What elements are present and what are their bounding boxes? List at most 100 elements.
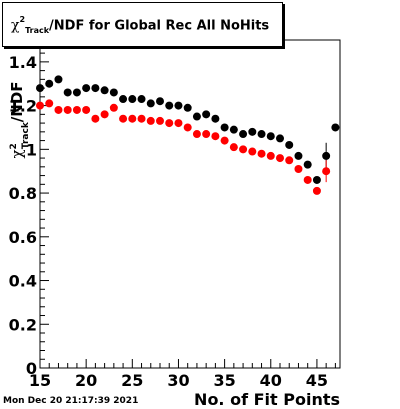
x-tick-label: 20 [75, 371, 97, 390]
data-point [312, 175, 321, 184]
y-tick-label: 1.2 [9, 97, 37, 116]
data-point [220, 123, 229, 132]
title-box: χ2Track/NDF for Global Rec All NoHits [2, 2, 283, 47]
data-point [165, 119, 174, 128]
data-point [82, 84, 91, 93]
x-axis-label: No. of Fit Points [194, 390, 340, 409]
data-point [128, 95, 137, 104]
data-point [100, 86, 109, 95]
data-point [303, 175, 312, 184]
footer-timestamp: Mon Dec 20 21:17:39 2021 [3, 396, 139, 406]
x-axis-ticks: 15 20 25 30 35 40 45 [29, 359, 336, 390]
data-point [331, 123, 340, 132]
data-point [119, 114, 128, 123]
y-axis-label-chi: χ [8, 149, 26, 158]
data-point [192, 130, 201, 139]
y-axis-label-rest: /NDF [8, 81, 26, 122]
data-point [257, 149, 266, 158]
data-point [229, 143, 238, 152]
data-point [285, 140, 294, 149]
data-point [63, 105, 72, 114]
y-tick-label: 1 [26, 140, 37, 159]
data-point [156, 116, 164, 125]
data-point [128, 114, 137, 123]
y-axis-ticks: 0 0.2 0.4 0.6 0.8 1 1.2 1.4 [9, 43, 49, 378]
data-point [82, 105, 91, 114]
data-point [156, 97, 164, 106]
data-point [63, 88, 72, 97]
y-tick-label: 1.4 [9, 53, 37, 72]
data-point [294, 151, 303, 160]
data-point [109, 103, 118, 112]
y-axis-label-sub: Track [21, 121, 31, 149]
data-point [248, 147, 257, 156]
data-point [248, 127, 257, 136]
y-tick-label: 0 [26, 359, 37, 378]
data-point [266, 132, 275, 141]
data-point [72, 88, 81, 97]
data-point [303, 160, 312, 169]
data-point [146, 116, 155, 125]
data-point [229, 125, 238, 134]
data-point [322, 167, 331, 176]
data-point [266, 151, 275, 160]
data-point [202, 130, 211, 139]
data-point [100, 110, 109, 119]
data-point [220, 136, 229, 145]
y-tick-label: 0.6 [9, 228, 37, 247]
data-point [192, 112, 201, 121]
y-axis-label: χ2 Track/NDF [8, 81, 31, 158]
data-point [54, 75, 63, 84]
data-point [137, 114, 146, 123]
data-point [174, 101, 183, 110]
data-point [91, 84, 100, 93]
svg-text:χ2Track/NDF: χ2 Track/NDF [8, 81, 31, 158]
data-point [294, 165, 303, 174]
data-point [202, 110, 211, 119]
data-point [109, 88, 118, 97]
title-sup: 2 [19, 15, 26, 24]
data-point [312, 186, 321, 195]
y-axis-label-sup: 2 [9, 143, 19, 149]
data-point [257, 130, 266, 139]
x-tick-label: 40 [260, 371, 282, 390]
data-point [36, 101, 44, 110]
data-point [239, 130, 248, 139]
data-point [45, 99, 54, 108]
series-red [36, 99, 331, 195]
data-point [137, 95, 146, 104]
data-point [146, 99, 155, 108]
data-point [91, 114, 100, 123]
title-suffix: /NDF for Global Rec All NoHits [49, 18, 270, 34]
data-points [36, 75, 340, 195]
y-tick-label: 0.4 [9, 272, 37, 291]
y-tick-label: 0.8 [9, 184, 37, 203]
series-black [36, 75, 340, 184]
x-tick-label: 35 [213, 371, 235, 390]
x-tick-label: 15 [29, 371, 51, 390]
data-point [165, 101, 174, 110]
data-point [276, 154, 284, 163]
data-point [72, 105, 81, 114]
chart-title: χ2Track/NDF for Global Rec All NoHits [11, 15, 270, 35]
x-tick-label: 45 [306, 371, 328, 390]
data-point [36, 84, 44, 93]
data-point [54, 105, 63, 114]
y-tick-label: 0.2 [9, 315, 37, 334]
title-chi: χ [11, 17, 20, 34]
data-point [183, 123, 192, 132]
x-tick-label: 30 [167, 371, 189, 390]
title-sub: Track [25, 25, 50, 35]
data-point [183, 103, 192, 112]
data-point [285, 156, 294, 165]
data-point [322, 151, 331, 160]
data-point [211, 114, 220, 123]
data-point [276, 134, 284, 143]
data-point [45, 79, 54, 88]
data-point [211, 132, 220, 141]
data-point [174, 119, 183, 128]
data-point [119, 95, 128, 104]
x-tick-label: 25 [121, 371, 143, 390]
data-point [239, 145, 248, 154]
